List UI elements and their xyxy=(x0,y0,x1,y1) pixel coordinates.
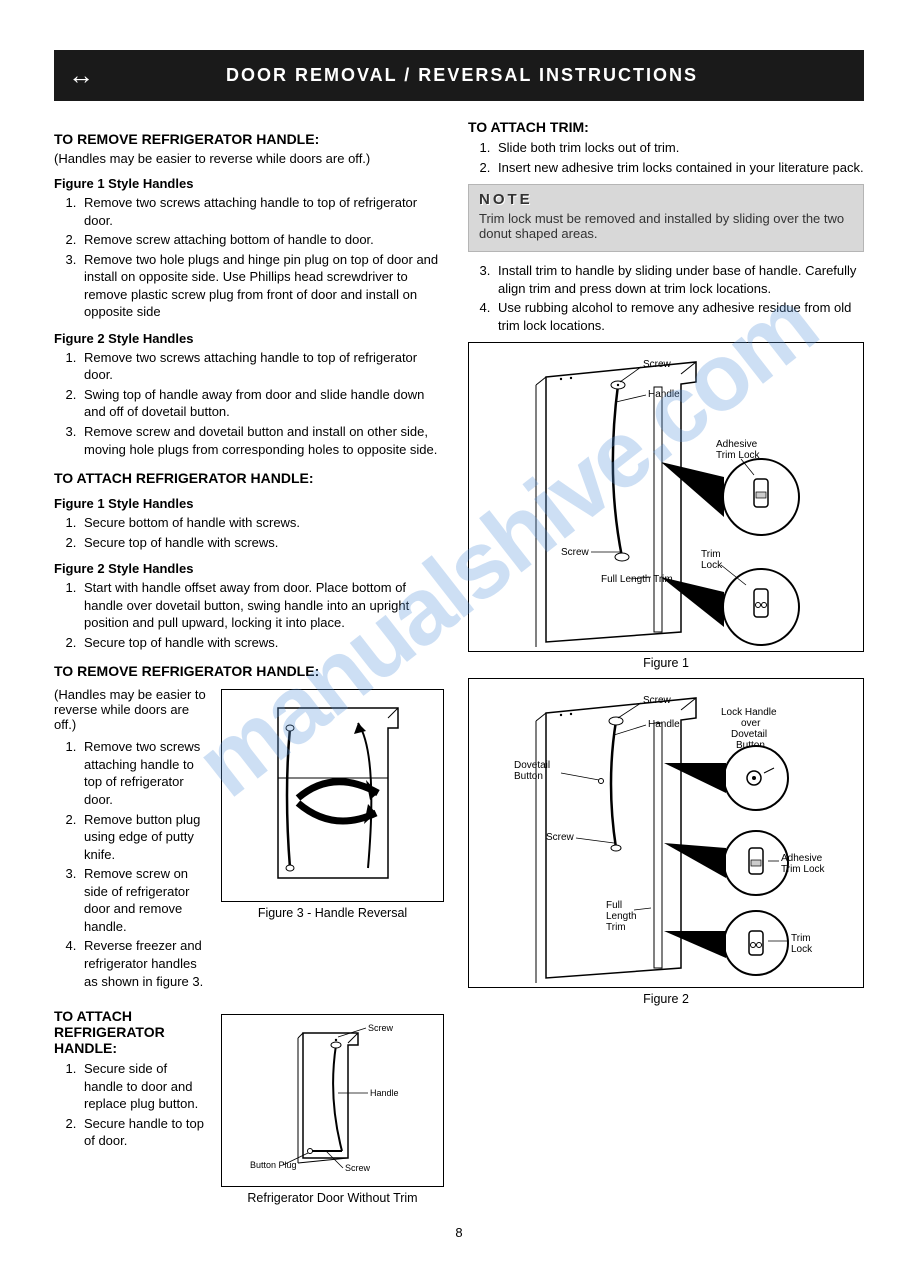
list-item: Remove two screws attaching handle to to… xyxy=(80,194,444,229)
remove-handle-2-list: Remove two screws attaching handle to to… xyxy=(54,738,209,990)
adhesive-label: Adhesive Trim Lock xyxy=(716,439,761,461)
list-item: Use rubbing alcohol to remove any adhesi… xyxy=(494,299,864,334)
list-item: Remove button plug using edge of putty k… xyxy=(80,811,209,864)
figure-1-caption: Figure 1 xyxy=(468,656,864,670)
list-item: Swing top of handle away from door and s… xyxy=(80,386,444,421)
lock-over-label: Lock Handle over Dovetail Button xyxy=(721,707,779,751)
screw-bottom-label: Screw xyxy=(345,1163,371,1173)
adhesive-label: Adhesive Trim Lock xyxy=(781,853,826,875)
left-column: TO REMOVE REFRIGERATOR HANDLE: (Handles … xyxy=(54,119,444,1205)
figure-1-diagram: Screw Handle Screw Full Length Trim Adhe… xyxy=(468,342,864,652)
screw-bottom-label: Screw xyxy=(561,547,590,558)
fig3-row: (Handles may be easier to reverse while … xyxy=(54,683,444,994)
remove-handle-2-heading: TO REMOVE REFRIGERATOR HANDLE: xyxy=(54,663,444,679)
fig3-container: Figure 3 - Handle Reversal xyxy=(221,683,444,920)
list-item: Secure top of handle with screws. xyxy=(80,534,444,552)
attach-fig2-list: Start with handle offset away from door.… xyxy=(54,579,444,651)
figure-4-caption: Refrigerator Door Without Trim xyxy=(221,1191,444,1205)
attach-handle-2-list: Secure side of handle to door and replac… xyxy=(54,1060,209,1150)
screw-label: Screw xyxy=(643,359,672,370)
list-item: Remove two screws attaching handle to to… xyxy=(80,349,444,384)
fig4-row: TO ATTACH REFRIGERATOR HANDLE: Secure si… xyxy=(54,1008,444,1205)
trim-lock-label: Trim Lock xyxy=(701,549,723,571)
attach-handle-2-heading: TO ATTACH REFRIGERATOR HANDLE: xyxy=(54,1008,209,1056)
fig1-style-list: Remove two screws attaching handle to to… xyxy=(54,194,444,321)
attach-trim-list-b: Install trim to handle by sliding under … xyxy=(468,262,864,334)
page-number: 8 xyxy=(54,1225,864,1240)
list-item: Remove two screws attaching handle to to… xyxy=(80,738,209,808)
list-item: Secure side of handle to door and replac… xyxy=(80,1060,209,1113)
attach-fig2-heading: Figure 2 Style Handles xyxy=(54,561,444,576)
screw-label: Screw xyxy=(368,1023,394,1033)
list-item: Start with handle offset away from door.… xyxy=(80,579,444,632)
figure-3-diagram xyxy=(221,689,444,902)
attach-trim-list-a: Slide both trim locks out of trim. Inser… xyxy=(468,139,864,176)
figure-2-diagram: Dovetail Button Screw Handle Lock Handle… xyxy=(468,678,864,988)
header-bar: ↔ DOOR REMOVAL / REVERSAL INSTRUCTIONS xyxy=(54,50,864,101)
list-item: Secure handle to top of door. xyxy=(80,1115,209,1150)
list-item: Secure top of handle with screws. xyxy=(80,634,444,652)
remove-handle-2-note: (Handles may be easier to reverse while … xyxy=(54,687,209,732)
attach-fig1-heading: Figure 1 Style Handles xyxy=(54,496,444,511)
attach-fig1-list: Secure bottom of handle with screws. Sec… xyxy=(54,514,444,551)
fig2-style-heading: Figure 2 Style Handles xyxy=(54,331,444,346)
list-item: Remove screw and dovetail button and ins… xyxy=(80,423,444,458)
note-body: Trim lock must be removed and installed … xyxy=(479,211,853,241)
fig4-text: TO ATTACH REFRIGERATOR HANDLE: Secure si… xyxy=(54,1008,209,1154)
note-box: NOTE Trim lock must be removed and insta… xyxy=(468,184,864,252)
list-item: Secure bottom of handle with screws. xyxy=(80,514,444,532)
figure-4-diagram: Screw Handle Button Plug Screw xyxy=(221,1014,444,1187)
handle-label: Handle xyxy=(370,1088,399,1098)
fig3-text: (Handles may be easier to reverse while … xyxy=(54,683,209,994)
list-item: Remove two hole plugs and hinge pin plug… xyxy=(80,251,444,321)
list-item: Insert new adhesive trim locks contained… xyxy=(494,159,864,177)
trim-lock-label: Trim Lock xyxy=(791,933,813,955)
right-column: TO ATTACH TRIM: Slide both trim locks ou… xyxy=(468,119,864,1205)
full-trim-label: Full Length Trim xyxy=(601,574,673,585)
list-item: Remove screw on side of refrigerator doo… xyxy=(80,865,209,935)
figure-2-caption: Figure 2 xyxy=(468,992,864,1006)
content-columns: TO REMOVE REFRIGERATOR HANDLE: (Handles … xyxy=(54,119,864,1205)
list-item: Remove screw attaching bottom of handle … xyxy=(80,231,444,249)
header-title: DOOR REMOVAL / REVERSAL INSTRUCTIONS xyxy=(74,65,850,86)
note-heading: NOTE xyxy=(479,191,853,208)
fig1-style-heading: Figure 1 Style Handles xyxy=(54,176,444,191)
list-item: Slide both trim locks out of trim. xyxy=(494,139,864,157)
list-item: Reverse freezer and refrigerator handles… xyxy=(80,937,209,990)
fig2-style-list: Remove two screws attaching handle to to… xyxy=(54,349,444,458)
screw-label: Screw xyxy=(643,695,672,706)
attach-handle-heading: TO ATTACH REFRIGERATOR HANDLE: xyxy=(54,470,444,486)
handle-label: Handle xyxy=(648,389,680,400)
attach-trim-heading: TO ATTACH TRIM: xyxy=(468,119,864,135)
fig4-container: Screw Handle Button Plug Screw Refrigera… xyxy=(221,1008,444,1205)
list-item: Install trim to handle by sliding under … xyxy=(494,262,864,297)
remove-handle-note: (Handles may be easier to reverse while … xyxy=(54,151,444,166)
figure-3-caption: Figure 3 - Handle Reversal xyxy=(221,906,444,920)
button-plug-label: Button Plug xyxy=(250,1160,297,1170)
handle-label: Handle xyxy=(648,719,680,730)
remove-handle-heading: TO REMOVE REFRIGERATOR HANDLE: xyxy=(54,131,444,147)
screw-bottom-label: Screw xyxy=(546,832,575,843)
